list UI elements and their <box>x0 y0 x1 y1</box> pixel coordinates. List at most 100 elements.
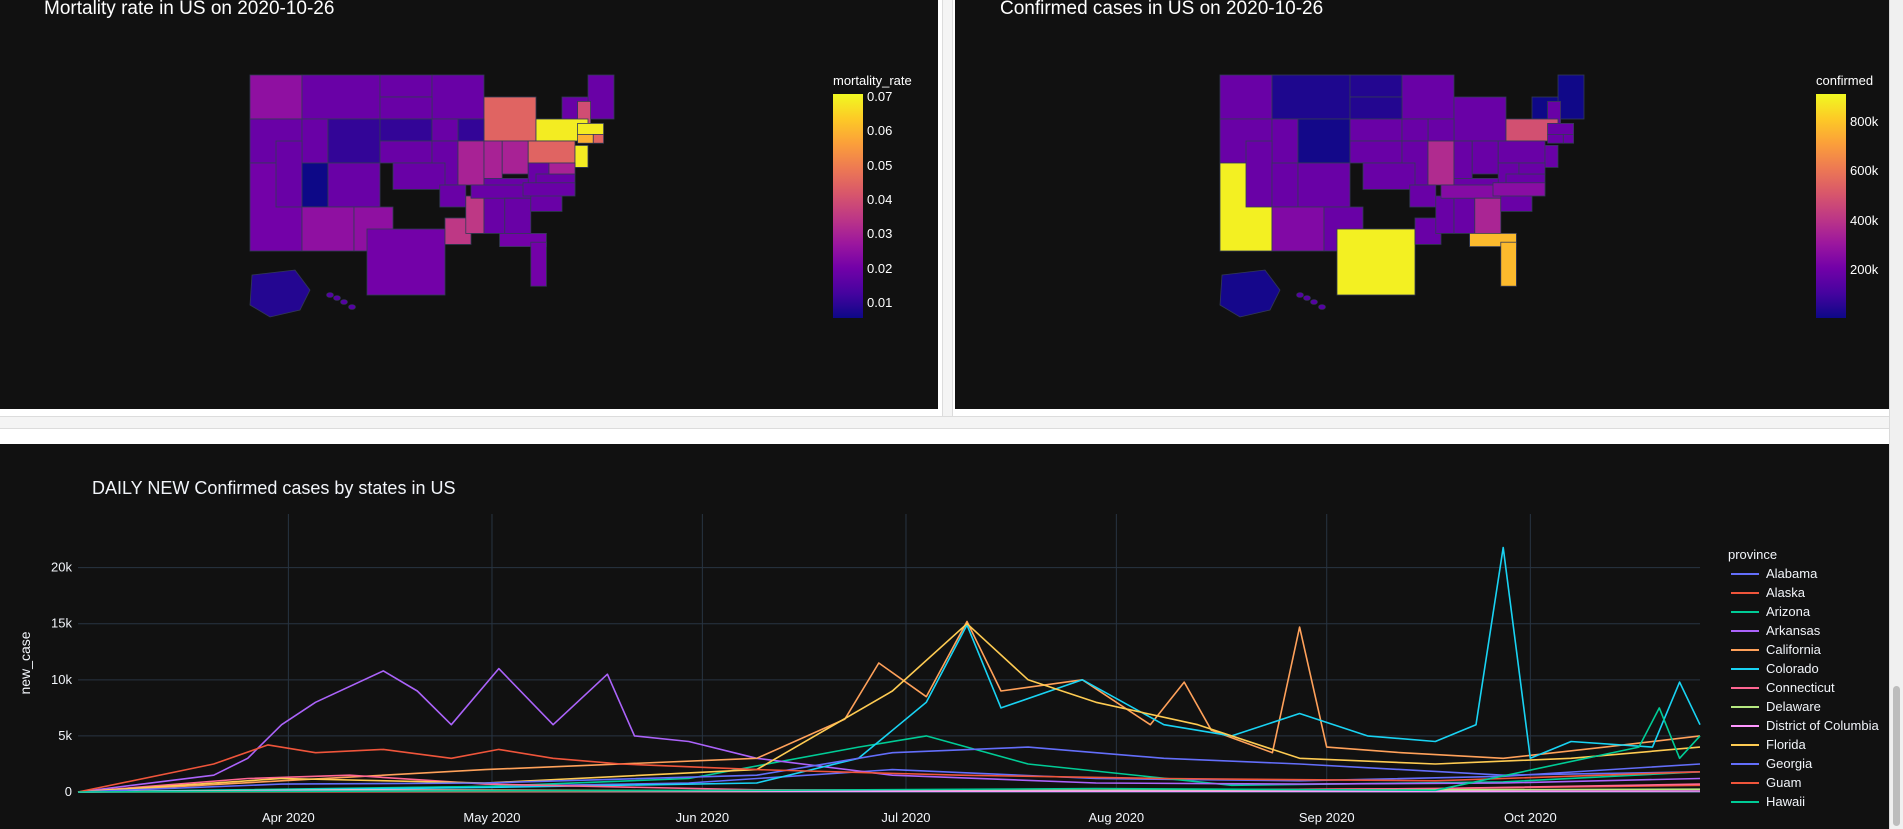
state-region[interactable] <box>1497 140 1546 164</box>
state-region[interactable] <box>1297 162 1351 208</box>
state-region[interactable] <box>1401 74 1455 120</box>
state-region[interactable] <box>1349 140 1403 164</box>
series-line[interactable] <box>77 622 1701 793</box>
legend-item[interactable]: Connecticut <box>1731 680 1835 695</box>
legend-item[interactable]: District of Columbia <box>1731 718 1879 733</box>
state-region[interactable] <box>327 118 381 164</box>
series-line[interactable] <box>77 667 1701 793</box>
state-region[interactable] <box>1562 134 1575 144</box>
state-region[interactable] <box>457 140 485 186</box>
state-region[interactable] <box>1296 292 1304 298</box>
state-region[interactable] <box>439 184 467 208</box>
state-region[interactable] <box>1271 206 1325 252</box>
state-region[interactable] <box>340 299 348 305</box>
state-region[interactable] <box>327 162 381 208</box>
state-region[interactable] <box>1303 295 1311 301</box>
state-region[interactable] <box>483 195 506 234</box>
state-region[interactable] <box>1471 140 1499 175</box>
state-region[interactable] <box>431 74 485 120</box>
state-region[interactable] <box>530 241 547 287</box>
legend-item[interactable]: California <box>1731 642 1822 657</box>
state-region[interactable] <box>1547 134 1564 144</box>
state-region[interactable] <box>431 118 459 142</box>
state-region[interactable] <box>1557 74 1585 120</box>
state-region[interactable] <box>379 118 433 142</box>
panel-splitter-vertical[interactable] <box>942 0 953 424</box>
state-region[interactable] <box>1547 123 1575 135</box>
state-region[interactable] <box>301 162 329 208</box>
state-region[interactable] <box>1401 118 1429 142</box>
state-region[interactable] <box>1219 269 1281 318</box>
confirmed-us-map[interactable] <box>1210 55 1630 335</box>
series-line[interactable] <box>77 707 1701 793</box>
state-region[interactable] <box>392 162 446 190</box>
legend-item[interactable]: Georgia <box>1731 756 1813 771</box>
state-region[interactable] <box>379 74 433 98</box>
series-line[interactable] <box>77 546 1701 793</box>
series-line[interactable] <box>77 774 1701 793</box>
state-region[interactable] <box>1453 195 1476 234</box>
state-region[interactable] <box>275 140 303 208</box>
legend-item[interactable]: Delaware <box>1731 699 1821 714</box>
state-region[interactable] <box>465 195 485 234</box>
state-region[interactable] <box>1349 118 1403 142</box>
state-region[interactable] <box>592 134 605 144</box>
state-region[interactable] <box>366 228 446 296</box>
state-region[interactable] <box>1318 304 1326 310</box>
legend-item[interactable]: Arizona <box>1731 604 1811 619</box>
state-region[interactable] <box>379 96 433 120</box>
state-region[interactable] <box>1427 140 1455 186</box>
state-region[interactable] <box>504 197 532 234</box>
state-region[interactable] <box>1518 162 1546 175</box>
panel-splitter-horizontal[interactable] <box>0 416 1889 429</box>
state-region[interactable] <box>301 74 381 120</box>
legend-item[interactable]: Florida <box>1731 737 1807 752</box>
state-region[interactable] <box>548 162 576 175</box>
state-region[interactable] <box>333 295 341 301</box>
state-region[interactable] <box>1409 184 1437 208</box>
daily-new-cases-line-chart[interactable]: 0 5k 10k 15k 20k Apr 2020 May 2020 Jun 2020 Jul … <box>0 444 1889 829</box>
state-region[interactable] <box>501 140 529 175</box>
state-region[interactable] <box>1271 162 1299 208</box>
series-line[interactable] <box>77 620 1701 793</box>
state-region[interactable] <box>1362 162 1416 190</box>
series-line[interactable] <box>77 746 1701 793</box>
state-region[interactable] <box>522 182 576 197</box>
state-region[interactable] <box>577 123 605 135</box>
legend-item[interactable]: Colorado <box>1731 661 1819 676</box>
state-region[interactable] <box>326 292 334 298</box>
series-line[interactable] <box>77 744 1701 793</box>
state-region[interactable] <box>1336 228 1416 296</box>
state-region[interactable] <box>1500 241 1517 287</box>
state-region[interactable] <box>1349 74 1403 98</box>
legend-item[interactable]: Alabama <box>1731 566 1818 581</box>
legend-item[interactable]: Guam <box>1731 775 1801 790</box>
state-region[interactable] <box>249 269 311 318</box>
state-region[interactable] <box>1435 195 1455 234</box>
state-region[interactable] <box>1245 140 1273 208</box>
state-region[interactable] <box>249 74 303 120</box>
state-region[interactable] <box>1219 74 1273 120</box>
state-region[interactable] <box>587 74 615 120</box>
state-region[interactable] <box>574 145 589 168</box>
state-region[interactable] <box>1492 182 1546 197</box>
legend-item[interactable]: Hawaii <box>1731 794 1805 809</box>
state-region[interactable] <box>527 140 576 164</box>
state-region[interactable] <box>577 134 594 144</box>
legend-item[interactable]: Arkansas <box>1731 623 1821 638</box>
page-scrollbar-thumb[interactable] <box>1893 686 1900 826</box>
state-region[interactable] <box>1474 197 1502 234</box>
state-region[interactable] <box>301 206 355 252</box>
page-scrollbar-track[interactable] <box>1889 0 1903 829</box>
state-region[interactable] <box>348 304 356 310</box>
state-region[interactable] <box>379 140 433 164</box>
state-region[interactable] <box>1544 145 1559 168</box>
legend-item[interactable]: Alaska <box>1731 585 1806 600</box>
state-region[interactable] <box>1310 299 1318 305</box>
state-region[interactable] <box>1297 118 1351 164</box>
state-region[interactable] <box>1271 74 1351 120</box>
state-region[interactable] <box>1349 96 1403 120</box>
mortality-us-map[interactable] <box>240 55 660 335</box>
state-region[interactable] <box>483 96 537 142</box>
state-region[interactable] <box>1453 96 1507 142</box>
